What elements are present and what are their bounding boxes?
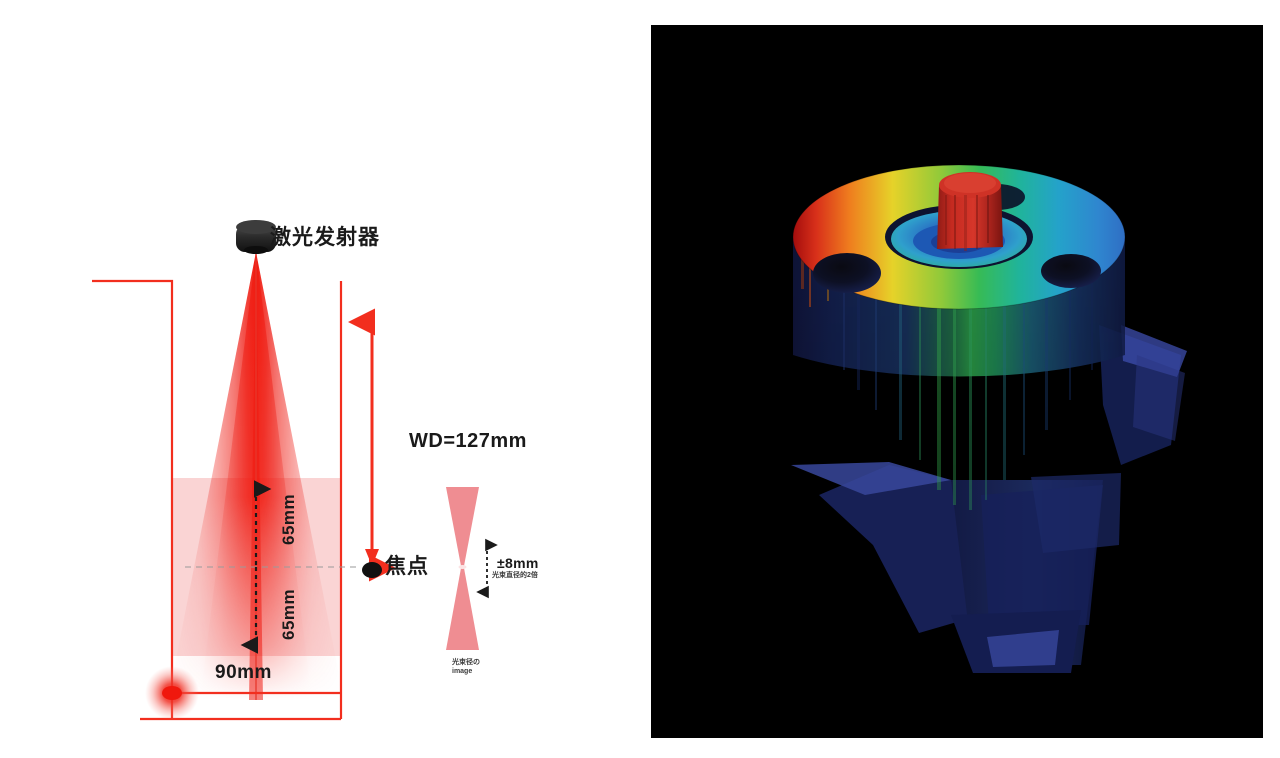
laser-spot bbox=[162, 686, 182, 700]
scan-render-graphic bbox=[651, 25, 1263, 738]
emitter-label: 激光发射器 bbox=[270, 226, 380, 249]
tolerance-label: ±8mm bbox=[497, 555, 539, 571]
laser-diagram-panel: 激光发射器 WD=127mm 焦点 90mm 65mm 65mm ±8mm 光束… bbox=[92, 220, 539, 721]
focus-point-label: 焦点 bbox=[385, 555, 429, 578]
depth-dimension-upper-label: 65mm bbox=[279, 493, 298, 545]
tolerance-sublabel: 光束直径的2倍 bbox=[492, 572, 538, 579]
beam-waist-hourglass bbox=[446, 487, 479, 650]
beam-waist-caption-line1: 光束径の bbox=[452, 659, 480, 666]
scan-lower-skirt bbox=[791, 325, 1187, 673]
working-distance-label: WD=127mm bbox=[409, 430, 527, 452]
hole-right bbox=[1041, 254, 1101, 288]
laser-diagram-graphic bbox=[92, 220, 498, 721]
beam-waist-caption-line2: image bbox=[452, 668, 473, 675]
focus-arrowhead bbox=[365, 549, 379, 566]
focus-point-dot bbox=[362, 562, 382, 578]
scan-center-boss bbox=[937, 172, 1003, 251]
scan-render-panel bbox=[651, 25, 1263, 738]
width-dimension-label: 90mm bbox=[215, 662, 272, 683]
depth-dimension-lower-label: 65mm bbox=[279, 588, 298, 640]
laser-emitter-icon bbox=[236, 220, 276, 254]
hole-left bbox=[813, 253, 881, 293]
